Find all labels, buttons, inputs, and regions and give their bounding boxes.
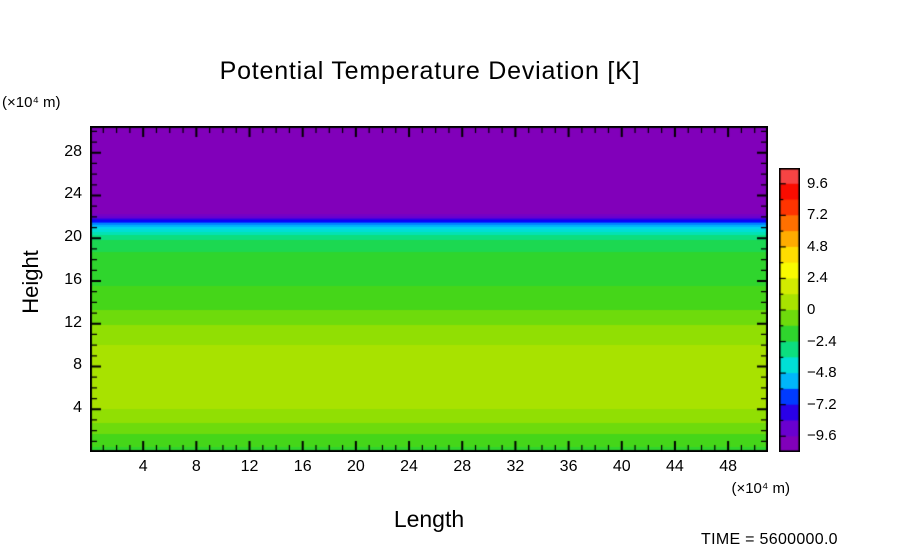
x-axis-title: Length bbox=[393, 506, 465, 532]
x-axis-unit-label: (×10⁴ m) bbox=[731, 480, 790, 497]
y-tick-label: 28 bbox=[64, 142, 82, 160]
y-tick-label: 20 bbox=[64, 228, 82, 246]
colorbar-tick-label: −4.8 bbox=[807, 364, 837, 382]
contour-field-canvas bbox=[90, 126, 768, 452]
colorbar-tick-label: 0 bbox=[807, 301, 816, 318]
x-tick-label: 40 bbox=[612, 458, 631, 475]
x-tick-label: 36 bbox=[559, 458, 578, 475]
colorbar-tick-label: −2.4 bbox=[807, 332, 837, 350]
colorbar-tick-label: −9.6 bbox=[807, 427, 837, 445]
y-tick-label: 4 bbox=[73, 399, 82, 417]
colorbar bbox=[779, 168, 800, 452]
y-tick-label: 12 bbox=[64, 313, 82, 331]
colorbar-tick-label: 9.6 bbox=[807, 174, 828, 192]
x-tick-label: 24 bbox=[400, 458, 418, 475]
x-tick-label: 20 bbox=[346, 458, 365, 475]
y-axis-unit-label: (×10⁴ m) bbox=[2, 94, 61, 111]
x-tick-label: 8 bbox=[191, 458, 201, 475]
x-tick-label: 32 bbox=[506, 458, 525, 475]
x-tick-label: 4 bbox=[138, 458, 148, 475]
x-tick-label: 28 bbox=[453, 458, 472, 475]
colorbar-tick-label: 4.8 bbox=[807, 237, 828, 255]
x-tick-label: 16 bbox=[293, 458, 312, 475]
time-label: TIME = 5600000.0 bbox=[701, 531, 838, 544]
colorbar-canvas bbox=[779, 168, 800, 452]
x-tick-label: 12 bbox=[240, 458, 259, 475]
colorbar-tick-label: 7.2 bbox=[807, 206, 828, 224]
y-tick-label: 16 bbox=[64, 270, 82, 288]
x-tick-label: 48 bbox=[719, 458, 737, 475]
y-tick-label: 8 bbox=[73, 356, 82, 374]
y-tick-label: 24 bbox=[64, 185, 82, 203]
colorbar-tick-label: −7.2 bbox=[807, 395, 837, 413]
colorbar-tick-label: 2.4 bbox=[807, 269, 828, 287]
chart-title: Potential Temperature Deviation [K] bbox=[219, 57, 641, 85]
plot-area bbox=[90, 126, 768, 452]
x-tick-label: 44 bbox=[666, 458, 684, 475]
